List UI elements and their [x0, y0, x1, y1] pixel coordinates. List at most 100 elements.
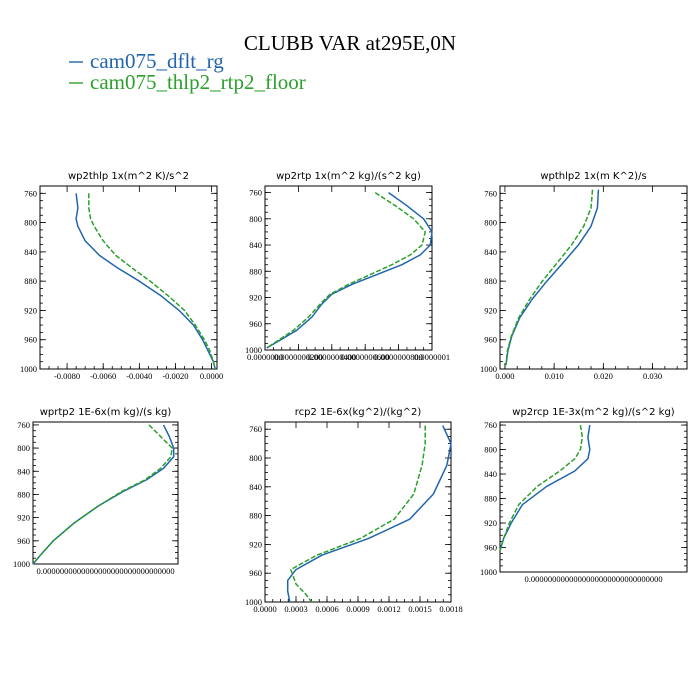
- x-tick-label: 0.030: [643, 371, 662, 381]
- chart-panel: wprtp2 1E-6x(m kg)/(s kg) 760 800 840 880 920…: [13, 407, 179, 576]
- y-tick-label: 760: [249, 424, 262, 434]
- series-line-dflt: [499, 424, 591, 551]
- x-tick-label: 0.010: [545, 371, 564, 381]
- y-tick-label: 1000: [245, 597, 262, 607]
- x-tick-label: 0.0000001: [414, 352, 450, 362]
- chart-panel: rcp2 1E-6x(kg^2)/(kg^2) 760 800 840 880 920 96…: [245, 407, 463, 614]
- panel-title: wp2rtp 1x(m^2 kg)/(s^2 kg): [276, 171, 421, 182]
- y-tick-label: 840: [484, 469, 497, 479]
- chart-panel: wp2rtp 1x(m^2 kg)/(s^2 kg) 760 800 840 880 92…: [245, 171, 450, 362]
- y-tick-label: 920: [484, 305, 497, 315]
- panel-title: wp2thlp 1x(m^2 K)/s^2: [68, 171, 189, 182]
- x-tick-label: 0.0000: [200, 371, 223, 381]
- x-tick-label: -0.0020: [162, 371, 188, 381]
- y-tick-label: 1000: [20, 364, 37, 374]
- y-tick-label: 960: [249, 319, 262, 329]
- panel-title: wprtp2 1E-6x(m kg)/(s kg): [40, 407, 172, 418]
- x-tick-label: 0.0000: [253, 604, 276, 614]
- legend-label: cam075_dflt_rg: [90, 49, 224, 73]
- y-tick-label: 1000: [480, 364, 497, 374]
- y-tick-label: 920: [17, 513, 30, 523]
- y-tick-label: 880: [484, 494, 497, 504]
- x-tick-label: 0.0000000600: [341, 352, 390, 362]
- y-tick-label: 840: [249, 482, 262, 492]
- y-tick-label: 800: [484, 445, 497, 455]
- x-tick-label: 0.0006: [315, 604, 338, 614]
- x-tick-label: 0.0003: [284, 604, 307, 614]
- x-tick-label: 0.0000000: [247, 352, 283, 362]
- series-line-dflt: [32, 424, 175, 565]
- figure-title: CLUBB VAR at295E,0N: [244, 31, 456, 55]
- series-line-dflt: [505, 189, 600, 366]
- y-tick-label: 960: [484, 543, 497, 553]
- series-line-dflt: [286, 425, 452, 603]
- chart-panel: wp2thlp 1x(m^2 K)/s^2 760 800 840 880 920 960 1…: [20, 171, 223, 381]
- x-tick-label: 0.0015: [408, 604, 431, 614]
- series-line-dflt: [266, 191, 433, 349]
- y-tick-label: 880: [484, 276, 497, 286]
- series-line-floor: [505, 189, 594, 366]
- y-tick-label: 1000: [480, 567, 497, 577]
- series-line-floor: [290, 425, 426, 603]
- x-tick-label: 0.0000000400: [307, 352, 356, 362]
- y-tick-label: 760: [24, 188, 37, 198]
- y-tick-label: 920: [484, 518, 497, 528]
- series-line-floor: [266, 191, 427, 349]
- plot-frame: [32, 421, 179, 565]
- x-tick-label: -0.0060: [90, 371, 116, 381]
- x-tick-label: -0.0080: [54, 371, 80, 381]
- y-tick-label: 760: [484, 188, 497, 198]
- y-tick-label: 880: [24, 276, 37, 286]
- x-tick-label: -0.0040: [126, 371, 152, 381]
- y-tick-label: 760: [484, 420, 497, 430]
- panel-title: wpthlp2 1x(m K^2)/s: [540, 171, 646, 182]
- panel-title: wp2rcp 1E-3x(m^2 kg)/(s^2 kg): [512, 407, 675, 418]
- y-tick-label: 960: [484, 335, 497, 345]
- y-tick-label: 880: [249, 266, 262, 276]
- x-tick-label: 0.0009: [346, 604, 369, 614]
- plot-frame: [264, 421, 452, 603]
- legend-entry: cam075_dflt_rg: [69, 49, 224, 73]
- y-tick-label: 800: [484, 218, 497, 228]
- x-tick-label: 0.0018: [439, 604, 462, 614]
- plot-frame: [499, 185, 688, 370]
- legend-label: cam075_thlp2_rtp2_floor: [90, 70, 306, 94]
- y-tick-label: 840: [249, 240, 262, 250]
- y-tick-label: 960: [249, 568, 262, 578]
- y-tick-label: 960: [24, 335, 37, 345]
- y-tick-label: 920: [249, 293, 262, 303]
- y-tick-label: 760: [17, 420, 30, 430]
- y-tick-label: 800: [17, 443, 30, 453]
- plot-frame: [39, 185, 218, 370]
- y-tick-label: 920: [249, 539, 262, 549]
- x-tick-label: 0.000: [495, 371, 514, 381]
- x-tick-label: 0.0000000800: [374, 352, 423, 362]
- panels: wp2thlp 1x(m^2 K)/s^2 760 800 840 880 920 960 1…: [13, 171, 688, 614]
- series-line-floor: [32, 424, 173, 565]
- x-tick-label: 0.0000000000000000000000000000000: [524, 574, 662, 584]
- x-tick-label: 0.0000000000000000000000000000000: [36, 566, 174, 576]
- series-line-floor: [499, 424, 584, 551]
- y-tick-label: 1000: [13, 559, 30, 569]
- chart-panel: wpthlp2 1x(m K^2)/s 760 800 840 880 920 960 100…: [480, 171, 688, 381]
- y-tick-label: 800: [249, 453, 262, 463]
- y-tick-label: 960: [17, 536, 30, 546]
- series-line-floor: [88, 193, 216, 370]
- plot-frame: [499, 421, 688, 573]
- y-tick-label: 880: [249, 511, 262, 521]
- legend-entry: cam075_thlp2_rtp2_floor: [69, 70, 306, 94]
- y-tick-label: 920: [24, 305, 37, 315]
- plot-frame: [264, 185, 433, 351]
- y-tick-label: 840: [484, 247, 497, 257]
- y-tick-label: 800: [249, 214, 262, 224]
- y-tick-label: 800: [24, 218, 37, 228]
- y-tick-label: 840: [24, 247, 37, 257]
- y-tick-label: 1000: [245, 345, 262, 355]
- series-line-dflt: [75, 193, 216, 370]
- panel-title: rcp2 1E-6x(kg^2)/(kg^2): [295, 407, 422, 418]
- x-tick-label: 0.0012: [377, 604, 400, 614]
- y-tick-label: 760: [249, 188, 262, 198]
- y-tick-label: 840: [17, 466, 30, 476]
